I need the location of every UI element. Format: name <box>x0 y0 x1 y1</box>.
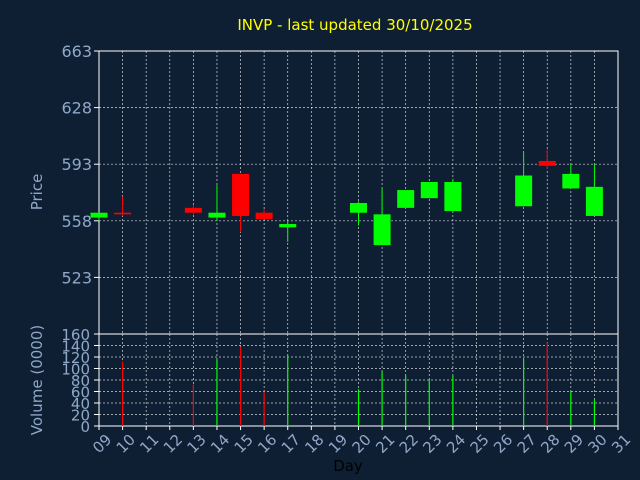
candle-30 <box>585 164 603 216</box>
x-tick-label: 28 <box>537 431 563 457</box>
volume-bars <box>121 342 596 426</box>
candle-body <box>515 175 533 207</box>
price-grid <box>98 50 619 334</box>
price-y-tick-label: 558 <box>61 212 92 231</box>
candle-body <box>444 181 462 212</box>
x-tick-label: 14 <box>207 431 233 457</box>
price-y-tick-label: 523 <box>61 268 92 287</box>
x-tick-label: 24 <box>443 431 469 457</box>
candle-14 <box>208 185 226 221</box>
volume-y-tick-label: 20 <box>71 407 90 425</box>
x-tick-label: 25 <box>467 431 493 457</box>
x-tick-label: 26 <box>490 431 516 457</box>
candle-24 <box>444 178 462 212</box>
price-y-tick-label: 663 <box>61 42 92 61</box>
candle-23 <box>420 181 438 199</box>
candle-27 <box>515 152 533 207</box>
x-tick-label: 21 <box>372 431 398 457</box>
candle-body <box>585 186 603 216</box>
candle-10 <box>114 196 132 216</box>
candle-body <box>562 173 580 189</box>
candle-22 <box>397 190 415 208</box>
candle-body <box>397 190 415 208</box>
price-y-tick-label: 628 <box>61 99 92 118</box>
candles <box>90 149 603 246</box>
volume-y-tick-label: 0 <box>80 418 90 436</box>
volume-y-tick-label: 120 <box>61 349 90 367</box>
candle-body <box>538 160 556 166</box>
candle-16 <box>255 209 273 220</box>
price-y-ticks: 523 558 593 628 663 <box>61 42 99 287</box>
candle-body <box>373 214 391 246</box>
candle-29 <box>562 164 580 189</box>
volume-y-tick-label: 40 <box>71 395 90 413</box>
price-axis-title: Price <box>28 174 46 211</box>
candle-body <box>255 212 273 220</box>
x-tick-label: 18 <box>301 431 327 457</box>
x-tick-label: 22 <box>396 431 422 457</box>
candle-body <box>184 207 202 213</box>
candle-13 <box>184 204 202 215</box>
x-tick-label: 11 <box>136 431 162 457</box>
x-tick-label: 10 <box>113 431 139 457</box>
chart-title: INVP - last updated 30/10/2025 <box>237 16 472 34</box>
x-tick-label: 09 <box>89 431 115 457</box>
candle-body <box>90 212 108 218</box>
candle-body <box>350 203 367 213</box>
x-axis-title: Day <box>333 457 363 475</box>
volume-axis-title: Volume (0000) <box>28 325 46 435</box>
candle-21 <box>373 188 391 246</box>
price-y-tick-label: 593 <box>61 155 92 174</box>
x-tick-label: 20 <box>349 431 375 457</box>
x-tick-label: 17 <box>278 431 304 457</box>
x-tick-label: 30 <box>584 431 610 457</box>
x-tick-labels: 0910111213141516171819202122232425262728… <box>89 426 634 457</box>
candle-body <box>279 224 297 228</box>
x-tick-label: 19 <box>325 431 351 457</box>
volume-y-tick-label: 160 <box>61 326 90 344</box>
candle-body <box>232 173 250 216</box>
candle-body <box>420 181 438 199</box>
candle-17 <box>279 220 297 242</box>
volume-y-tick-label: 100 <box>61 361 90 379</box>
candle-09 <box>90 212 108 221</box>
candle-20 <box>350 201 367 226</box>
x-tick-label: 23 <box>419 431 445 457</box>
volume-y-tick-label: 80 <box>71 372 90 390</box>
volume-y-tick-label: 140 <box>61 338 90 356</box>
x-tick-label: 29 <box>561 431 587 457</box>
x-tick-label: 16 <box>254 431 280 457</box>
x-tick-label: 13 <box>183 431 209 457</box>
x-tick-label: 31 <box>608 431 634 457</box>
candle-body <box>114 212 132 215</box>
candle-15 <box>232 173 250 233</box>
volume-y-tick-label: 60 <box>71 384 90 402</box>
candle-28 <box>538 149 556 170</box>
x-tick-label: 27 <box>514 431 540 457</box>
candle-body <box>208 212 226 218</box>
x-tick-label: 15 <box>231 431 257 457</box>
x-tick-label: 12 <box>160 431 186 457</box>
price-panel: 523 558 593 628 663 <box>61 42 619 335</box>
